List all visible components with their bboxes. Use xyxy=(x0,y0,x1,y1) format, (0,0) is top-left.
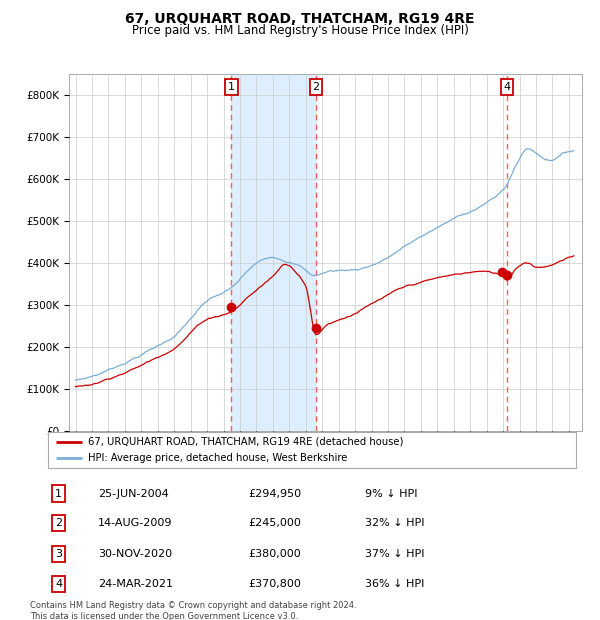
Text: 37% ↓ HPI: 37% ↓ HPI xyxy=(365,549,424,559)
Text: 3: 3 xyxy=(55,549,62,559)
Text: 2: 2 xyxy=(55,518,62,528)
Bar xyxy=(232,74,316,431)
Text: 32% ↓ HPI: 32% ↓ HPI xyxy=(365,518,424,528)
Text: HPI: Average price, detached house, West Berkshire: HPI: Average price, detached house, West… xyxy=(88,453,347,463)
Text: £370,800: £370,800 xyxy=(248,579,302,589)
Text: 67, URQUHART ROAD, THATCHAM, RG19 4RE (detached house): 67, URQUHART ROAD, THATCHAM, RG19 4RE (d… xyxy=(88,437,403,447)
Text: 14-AUG-2009: 14-AUG-2009 xyxy=(98,518,173,528)
Text: 2: 2 xyxy=(313,82,320,92)
Text: 36% ↓ HPI: 36% ↓ HPI xyxy=(365,579,424,589)
Text: £380,000: £380,000 xyxy=(248,549,301,559)
Text: 24-MAR-2021: 24-MAR-2021 xyxy=(98,579,173,589)
Text: 9% ↓ HPI: 9% ↓ HPI xyxy=(365,489,418,498)
Text: £245,000: £245,000 xyxy=(248,518,302,528)
Text: £294,950: £294,950 xyxy=(248,489,302,498)
FancyBboxPatch shape xyxy=(48,432,576,468)
Text: 4: 4 xyxy=(55,579,62,589)
Text: 1: 1 xyxy=(55,489,62,498)
Text: Contains HM Land Registry data © Crown copyright and database right 2024.
This d: Contains HM Land Registry data © Crown c… xyxy=(30,601,356,620)
Text: 4: 4 xyxy=(503,82,511,92)
Text: 25-JUN-2004: 25-JUN-2004 xyxy=(98,489,169,498)
Text: Price paid vs. HM Land Registry's House Price Index (HPI): Price paid vs. HM Land Registry's House … xyxy=(131,24,469,37)
Text: 1: 1 xyxy=(228,82,235,92)
Text: 30-NOV-2020: 30-NOV-2020 xyxy=(98,549,172,559)
Text: 67, URQUHART ROAD, THATCHAM, RG19 4RE: 67, URQUHART ROAD, THATCHAM, RG19 4RE xyxy=(125,12,475,27)
